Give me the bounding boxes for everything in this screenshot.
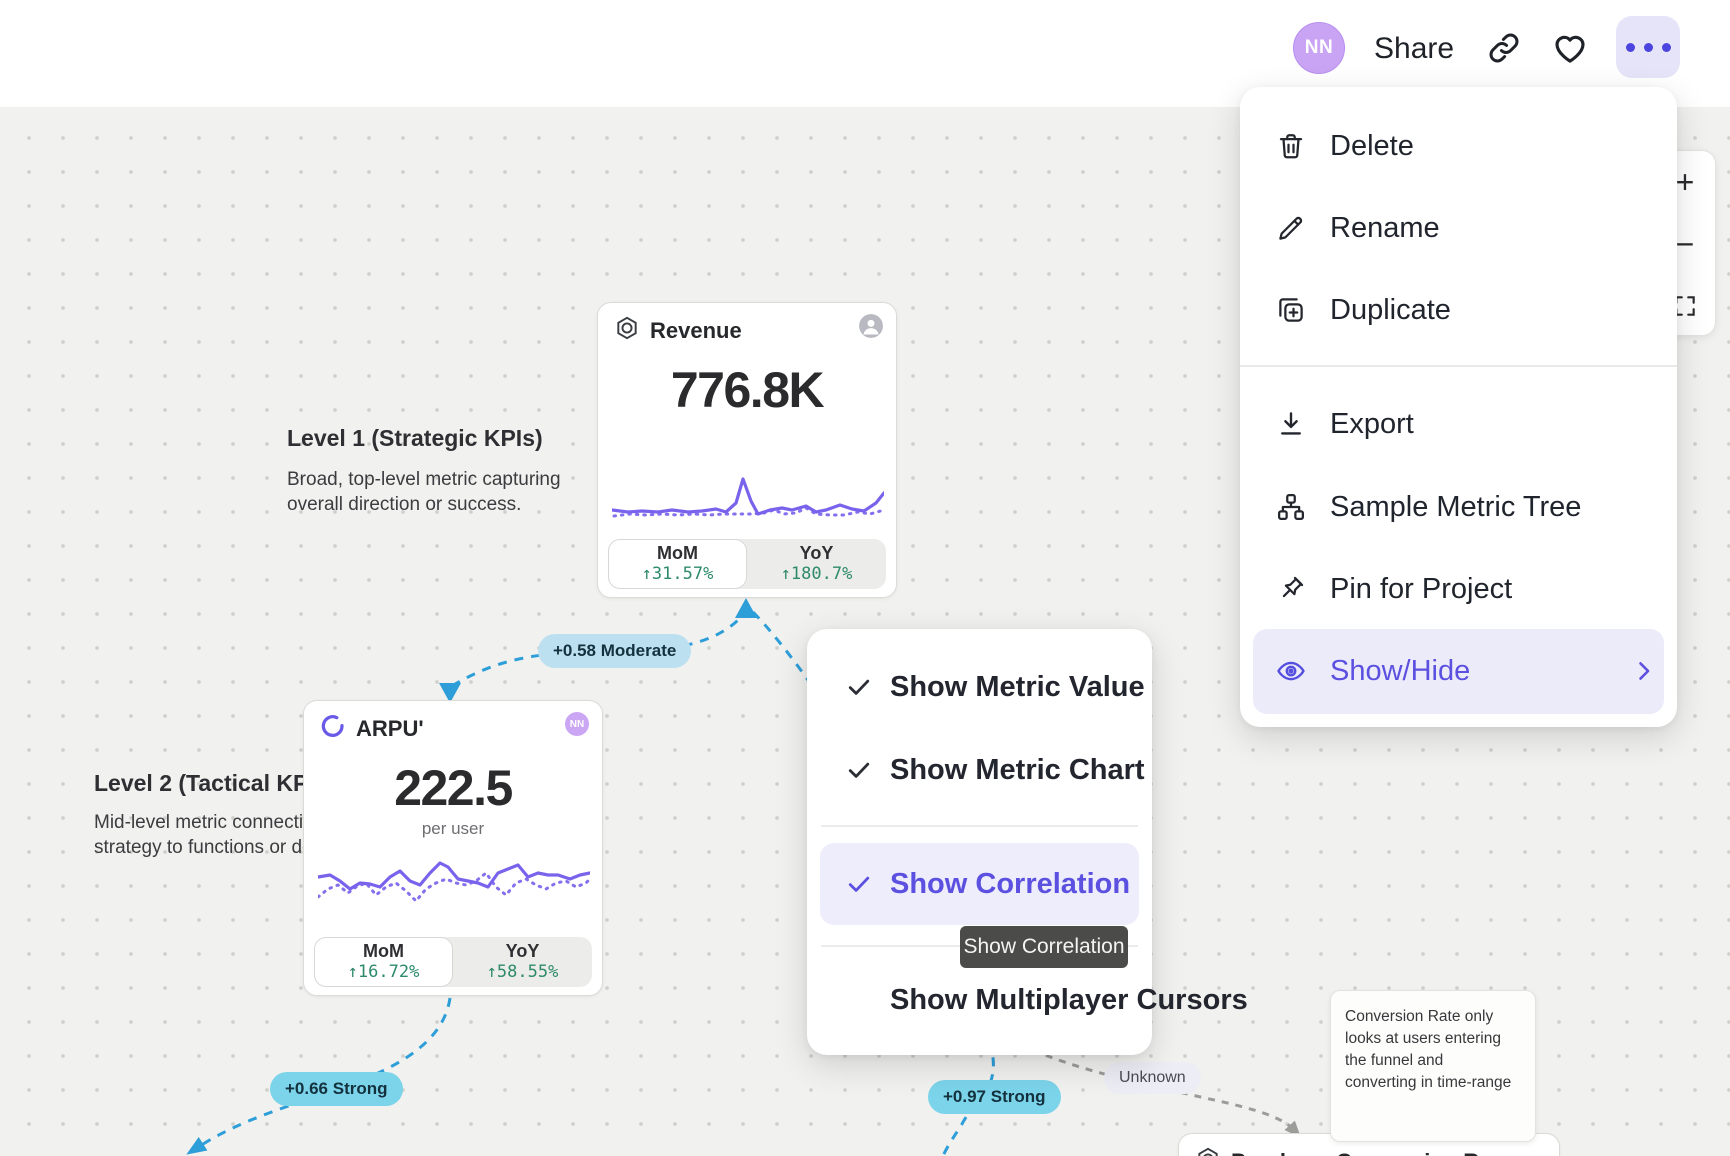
show-hide-submenu: Show Metric Value Show Metric Chart Show… [807, 629, 1248, 1055]
menu-item-delete[interactable]: Delete [1240, 118, 1677, 174]
submenu-item-chart-label: Show Metric Chart [890, 753, 1145, 786]
tooltip: Show Correlation [960, 926, 1128, 968]
level2-title: Level 2 (Tactical KPIs [94, 770, 328, 796]
owner-avatar-icon[interactable] [859, 314, 883, 338]
pencil-icon [1276, 213, 1306, 243]
more-options-button[interactable] [1616, 16, 1680, 78]
mom-tab-value: ↑16.72% [347, 962, 420, 982]
menu-item-rename-label: Rename [1330, 211, 1440, 244]
crescent-metric-icon [320, 713, 346, 744]
submenu-item-value-label: Show Metric Value [890, 670, 1145, 703]
submenu-item-show-multiplayer-cursors[interactable]: Show Multiplayer Cursors [807, 972, 1248, 1028]
arpu-metric-card[interactable]: ARPU' NN 222.5 per user MoM ↑16.72% YoY … [303, 700, 603, 996]
correlation-badge-strong-left[interactable]: +0.66 Strong [270, 1072, 403, 1106]
share-button[interactable]: Share [1374, 32, 1455, 65]
context-menu: Delete Rename Duplicate [1240, 87, 1677, 727]
submenu-item-cursors-label: Show Multiplayer Cursors [890, 983, 1248, 1016]
level1-title: Level 1 (Strategic KPIs) [287, 425, 543, 451]
zoom-out-button[interactable]: − [1675, 225, 1695, 262]
download-icon [1276, 409, 1306, 439]
purchase-card-title: Purchase Conversion R [1231, 1149, 1479, 1156]
menu-item-pin-label: Pin for Project [1330, 572, 1513, 605]
menu-item-sample-metric-tree[interactable]: Sample Metric Tree [1240, 479, 1677, 535]
submenu-item-correlation-label: Show Correlation [890, 867, 1131, 900]
menu-divider [1240, 365, 1677, 367]
note-line2: looks at users entering [1345, 1030, 1501, 1047]
menu-highlight [1253, 629, 1664, 714]
trash-icon [1276, 131, 1306, 161]
arpu-yoy-tab[interactable]: YoY ↑58.55% [453, 937, 592, 987]
menu-item-duplicate[interactable]: Duplicate [1240, 282, 1677, 338]
submenu-item-show-metric-value[interactable]: Show Metric Value [807, 659, 1152, 715]
note-line4: converting in time-range [1345, 1074, 1512, 1091]
check-icon [845, 673, 873, 701]
user-avatar[interactable]: NN [1293, 22, 1345, 74]
level2-desc-line2: strategy to functions or doma [94, 837, 340, 858]
submenu-item-show-metric-chart[interactable]: Show Metric Chart [807, 742, 1152, 798]
canvas-note[interactable]: Conversion Rate only looks at users ente… [1330, 990, 1536, 1142]
nn-avatar-initials: NN [565, 712, 589, 736]
owner-avatar-nn[interactable]: NN [565, 712, 589, 736]
note-line3: the funnel and [1345, 1052, 1444, 1069]
duplicate-icon [1276, 295, 1306, 325]
revenue-mom-tab[interactable]: MoM ↑31.57% [608, 539, 747, 589]
copy-link-icon[interactable] [1484, 28, 1524, 68]
yoy-tab-label: YoY [799, 543, 834, 563]
level1-desc-line1: Broad, top-level metric capturing [287, 469, 561, 490]
menu-item-delete-label: Delete [1330, 129, 1414, 162]
revenue-value: 776.8K [670, 362, 825, 418]
menu-item-export[interactable]: Export [1240, 396, 1677, 452]
menu-item-duplicate-label: Duplicate [1330, 293, 1451, 326]
tree-hierarchy-icon [1276, 492, 1306, 522]
correlation-badge-strong-right[interactable]: +0.97 Strong [928, 1080, 1061, 1114]
correlation-badge-unknown[interactable]: Unknown [1104, 1062, 1201, 1094]
check-icon [845, 756, 873, 784]
mom-tab-value: ↑31.57% [641, 564, 714, 584]
yoy-tab-label: YoY [505, 941, 540, 961]
submenu-item-show-correlation[interactable]: Show Correlation [807, 856, 1152, 912]
hexagon-metric-icon [614, 315, 640, 346]
submenu-divider [821, 825, 1138, 827]
menu-item-rename[interactable]: Rename [1240, 200, 1677, 256]
yoy-tab-value: ↑58.55% [486, 962, 559, 982]
note-line1: Conversion Rate only [1345, 1008, 1494, 1025]
revenue-metric-card[interactable]: Revenue 776.8K MoM ↑31.57% YoY ↑180.7% [597, 302, 897, 598]
arpu-mom-tab[interactable]: MoM ↑16.72% [314, 937, 453, 987]
menu-item-show-hide-label: Show/Hide [1330, 654, 1471, 687]
level2-desc-line1: Mid-level metric connecting [94, 812, 325, 833]
arpu-unit: per user [421, 819, 485, 838]
level1-desc-line2: overall direction or success. [287, 494, 522, 515]
menu-item-pin-for-project[interactable]: Pin for Project [1240, 561, 1677, 617]
revenue-period-tabs: MoM ↑31.57% YoY ↑180.7% [608, 539, 886, 589]
zoom-in-button[interactable]: + [1675, 163, 1695, 200]
yoy-tab-value: ↑180.7% [780, 564, 853, 584]
favorite-heart-icon[interactable] [1550, 28, 1590, 68]
mom-tab-label: MoM [363, 941, 404, 961]
menu-item-export-label: Export [1330, 407, 1414, 440]
arpu-period-tabs: MoM ↑16.72% YoY ↑58.55% [314, 937, 592, 987]
level1-description: Broad, top-level metric capturing overal… [287, 467, 561, 517]
menu-item-sample-label: Sample Metric Tree [1330, 490, 1582, 523]
mom-tab-label: MoM [657, 543, 698, 563]
arpu-sparkline [318, 861, 590, 904]
revenue-sparkline [612, 477, 884, 518]
menu-item-show-hide[interactable]: Show/Hide [1240, 643, 1677, 699]
pushpin-icon [1276, 574, 1306, 604]
correlation-badge-moderate[interactable]: +0.58 Moderate [538, 634, 692, 668]
level2-description: Mid-level metric connecting strategy to … [94, 810, 339, 860]
arpu-value: 222.5 [394, 760, 513, 816]
revenue-card-title: Revenue [650, 317, 742, 343]
eye-icon [1276, 656, 1306, 686]
revenue-yoy-tab[interactable]: YoY ↑180.7% [747, 539, 886, 589]
arpu-card-title: ARPU' [356, 715, 424, 741]
check-icon [845, 870, 873, 898]
hexagon-metric-icon [1195, 1146, 1221, 1156]
chevron-right-icon [1630, 657, 1658, 685]
